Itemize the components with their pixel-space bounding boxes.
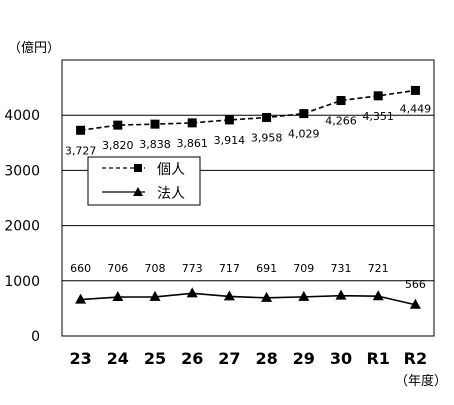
data-point-triangle [149,290,161,301]
legend: 個人 法人 [87,156,201,206]
data-point-triangle [409,298,421,309]
data-point-square [262,113,272,123]
data-label: 566 [405,278,426,291]
data-point-triangle [223,290,235,301]
data-point-triangle [372,290,384,301]
x-tick-label: 26 [181,349,203,368]
data-label: 708 [145,262,166,275]
y-axis-ticks: 0 1000 2000 3000 4000 [4,108,40,345]
x-tick-label: 27 [218,349,240,368]
y-tick-label: 1000 [4,274,40,290]
data-point-triangle [75,293,87,304]
y-tick-label: 2000 [4,219,40,235]
data-label: 3,727 [65,144,97,157]
data-point-triangle [335,289,347,300]
x-tick-label: 30 [330,349,352,368]
x-tick-label: R2 [404,349,427,368]
data-point-square [224,115,234,125]
data-label: 3,820 [102,139,134,152]
data-label: 721 [368,262,389,275]
data-label: 709 [293,262,314,275]
data-point-square [187,118,197,128]
data-point-square [113,120,123,130]
data-point-square [150,119,160,129]
series-line [80,89,416,132]
y-tick-label: 3000 [4,163,40,179]
data-point-triangle [186,287,198,298]
data-label: 660 [70,262,91,275]
data-label: 3,958 [251,132,283,145]
x-tick-label: 28 [255,349,277,368]
data-point-square [336,96,346,106]
data-point-triangle [298,290,310,301]
data-point-triangle [261,291,273,302]
legend-label-individual: 個人 [157,162,185,178]
data-label: 706 [107,262,128,275]
data-point-triangle [112,291,124,302]
x-tick-label: 25 [144,349,166,368]
y-unit-label: （億円） [8,40,60,56]
data-label: 731 [331,262,352,275]
y-tick-label: 0 [31,329,40,345]
data-point-square [373,91,383,101]
y-tick-label: 4000 [4,108,40,124]
data-label: 4,351 [362,110,394,123]
data-label: 3,838 [139,138,171,151]
legend-marker-triangle-icon [133,187,143,196]
series-layer [75,85,421,309]
series-line [80,292,416,306]
x-unit-label: （年度） [395,373,447,389]
x-axis-ticks: 23 24 25 26 27 28 29 30 R1 R2 [69,349,427,368]
data-label: 3,861 [176,137,208,150]
data-label: 3,914 [214,134,246,147]
data-label: 4,029 [288,128,320,141]
x-tick-label: 29 [293,349,315,368]
legend-label-corporate: 法人 [157,186,185,202]
x-tick-label: 24 [107,349,129,368]
data-label: 717 [219,262,240,275]
data-label: 4,266 [325,115,357,128]
data-labels: 3,727 3,820 3,838 3,861 3,914 3,958 4,029 4,266… [65,102,431,290]
data-point-square [299,109,309,119]
x-tick-label: R1 [366,349,389,368]
legend-box [87,156,201,206]
data-label: 773 [182,262,203,275]
data-label: 691 [256,262,277,275]
legend-marker-square-icon [134,164,142,172]
data-point-square [410,85,420,95]
x-tick-label: 23 [69,349,91,368]
data-label: 4,449 [400,102,432,115]
data-point-square [76,125,86,135]
